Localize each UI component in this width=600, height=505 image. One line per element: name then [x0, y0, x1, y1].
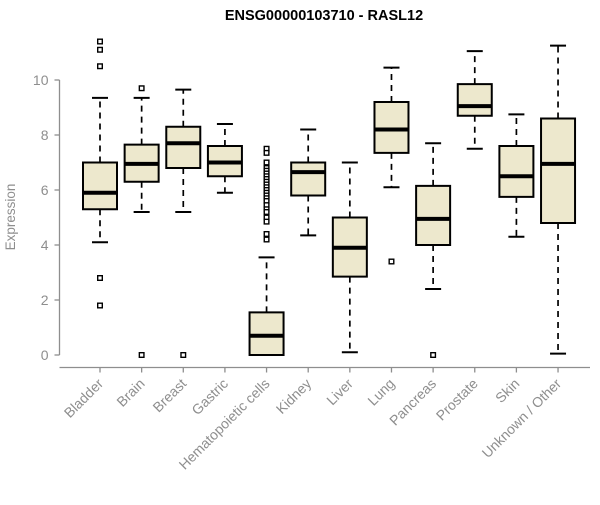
x-tick-label-prostate: Prostate [433, 375, 481, 423]
box-breast [165, 88, 202, 359]
x-tick-label-kidney: Kidney [273, 375, 315, 417]
x-tick-label-lung: Lung [364, 375, 397, 408]
x-tick-label-brain: Brain [113, 375, 147, 409]
outlier-point [263, 159, 270, 166]
x-tick-label-skin: Skin [492, 375, 523, 406]
outlier-point [263, 236, 270, 243]
outlier-point [180, 352, 187, 359]
box-liver [331, 161, 368, 354]
box-hematopoietic-cells [248, 145, 285, 356]
outlier-point [96, 275, 103, 282]
y-tick-label: 8 [41, 127, 49, 143]
box-rect [456, 83, 493, 117]
box-kidney [290, 128, 327, 237]
box-lung [373, 66, 410, 265]
y-tick-label: 4 [41, 237, 49, 253]
y-tick-label: 2 [41, 292, 49, 308]
outlier-point [96, 38, 103, 45]
box-rect [373, 101, 410, 154]
y-axis: 0 2 4 6 8 10 [33, 72, 61, 363]
x-tick-label-unknown-other: Unknown / Other [479, 375, 565, 461]
box-bladder [82, 38, 118, 309]
outlier-point [96, 46, 103, 53]
outlier-point [430, 352, 437, 359]
box-rect [248, 311, 285, 356]
y-tick-label: 6 [41, 182, 49, 198]
box-rect [540, 117, 577, 224]
box-skin [498, 113, 535, 238]
box-rect [498, 145, 535, 198]
box-brain [123, 85, 160, 359]
x-tick-label-breast: Breast [149, 375, 189, 415]
outlier-point [388, 258, 395, 265]
box-rect [82, 161, 118, 211]
x-tick-label-liver: Liver [323, 375, 356, 408]
y-tick-label: 10 [33, 72, 49, 88]
box-rect [415, 184, 452, 246]
box-rect [165, 125, 202, 169]
box-rect [290, 161, 327, 197]
x-tick-label-bladder: Bladder [61, 375, 107, 421]
outlier-point [263, 218, 270, 225]
box-pancreas [415, 142, 452, 359]
outlier-point [138, 85, 145, 92]
outlier-point [263, 149, 270, 156]
box-unknown-other [540, 44, 577, 355]
outlier-point [263, 208, 270, 215]
y-axis-label: Expression [3, 184, 18, 251]
chart-title: ENSG00000103710 - RASL12 [225, 8, 423, 24]
box-gastric [206, 123, 243, 194]
outlier-point [138, 352, 145, 359]
outlier-point [96, 63, 103, 70]
outlier-point [96, 302, 103, 309]
plot-layer: 0 2 4 6 8 10 Bladder Brain BreastGastricHematopo… [33, 38, 590, 472]
outlier-point [263, 230, 270, 237]
y-tick-label: 0 [41, 347, 49, 363]
box-prostate [456, 50, 493, 150]
